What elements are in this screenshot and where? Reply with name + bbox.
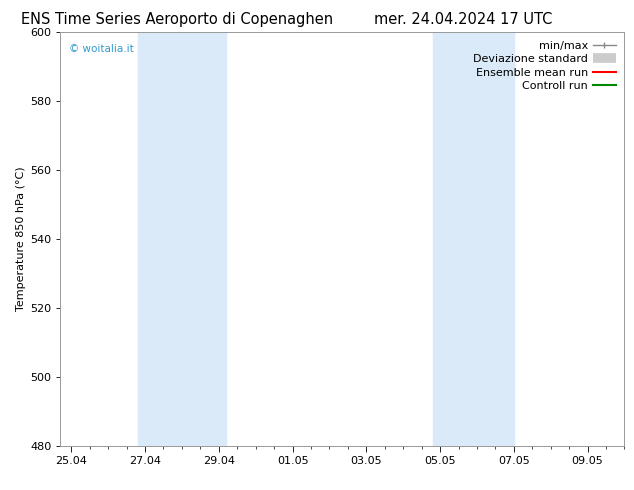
Bar — [433, 32, 466, 446]
Bar — [466, 32, 514, 446]
Bar — [138, 32, 171, 446]
Y-axis label: Temperature 850 hPa (°C): Temperature 850 hPa (°C) — [16, 167, 26, 311]
Legend: min/max, Deviazione standard, Ensemble mean run, Controll run: min/max, Deviazione standard, Ensemble m… — [470, 37, 619, 95]
Text: ENS Time Series Aeroporto di Copenaghen: ENS Time Series Aeroporto di Copenaghen — [22, 12, 333, 27]
Bar — [171, 32, 226, 446]
Text: © woitalia.it: © woitalia.it — [68, 44, 133, 54]
Text: mer. 24.04.2024 17 UTC: mer. 24.04.2024 17 UTC — [373, 12, 552, 27]
